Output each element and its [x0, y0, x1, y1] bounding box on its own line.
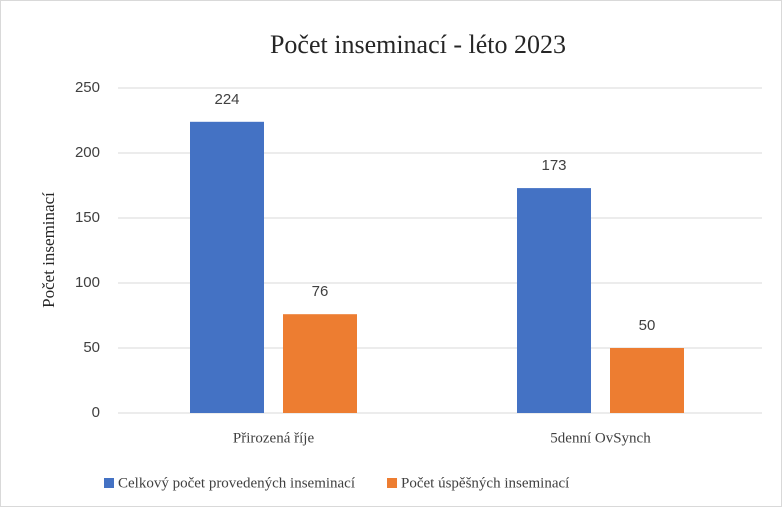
bar [190, 121, 264, 414]
data-label: 224 [214, 91, 239, 108]
chart-title: Počet inseminací - léto 2023 [270, 30, 566, 59]
legend-label: Celkový počet provedených inseminací [118, 475, 355, 491]
data-label: 50 [639, 317, 656, 334]
legend-swatch [104, 478, 114, 488]
x-tick-label: 5denní OvSynch [550, 430, 651, 446]
bar [283, 314, 357, 413]
x-tick-label: Přirozená říje [233, 430, 315, 446]
y-tick-label: 200 [75, 144, 100, 161]
data-label: 173 [541, 157, 566, 174]
bar [610, 348, 684, 413]
y-tick-label: 250 [75, 79, 100, 96]
y-tick-label: 150 [75, 209, 100, 226]
y-tick-label: 100 [75, 274, 100, 291]
y-tick-label: 50 [83, 339, 100, 356]
legend-label: Počet úspěšných inseminací [401, 475, 569, 491]
y-axis-label: Počet inseminací [39, 192, 58, 308]
legend-swatch [387, 478, 398, 488]
data-label: 76 [312, 283, 329, 300]
bar [517, 188, 591, 413]
y-tick-label: 0 [92, 404, 100, 421]
